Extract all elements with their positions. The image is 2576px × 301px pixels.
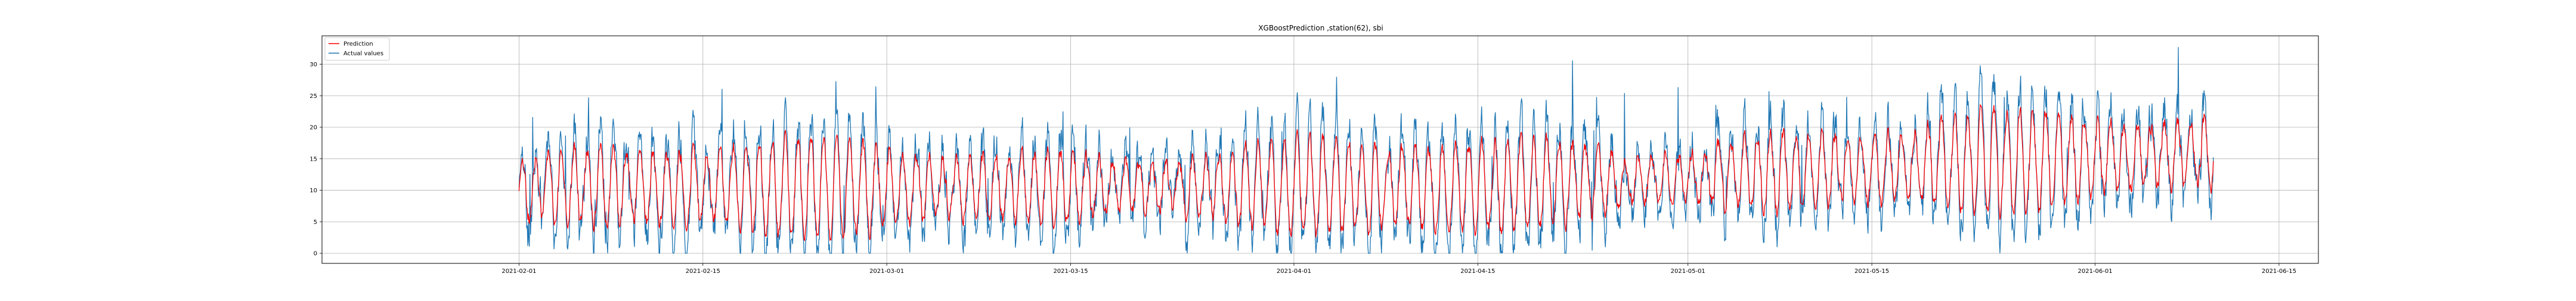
- x-axis: 2021-02-01 2021-02-15 2021-03-01 2021-03-15…: [501, 263, 2296, 275]
- x-tick-label: 2021-06-01: [2077, 268, 2112, 275]
- legend-label-prediction: Prediction: [343, 41, 373, 48]
- y-tick-label: 5: [314, 219, 317, 226]
- chart-title: XGBoostPrediction ,station(62), sbi: [1258, 24, 1383, 32]
- x-tick-label: 2021-05-01: [1671, 268, 1705, 275]
- y-tick-label: 25: [309, 93, 317, 100]
- y-tick-label: 20: [309, 125, 317, 131]
- y-tick-label: 10: [309, 188, 317, 194]
- legend-box: [324, 37, 390, 61]
- x-tick-label: 2021-05-15: [1854, 268, 1889, 275]
- x-tick-label: 2021-04-01: [1277, 268, 1311, 275]
- y-tick-label: 0: [314, 251, 317, 257]
- series-line-prediction: [518, 103, 2214, 241]
- x-tick-label: 2021-03-15: [1053, 268, 1088, 275]
- x-tick-label: 2021-02-01: [501, 268, 536, 275]
- y-axis: 0 5 10 15 20 25 30: [309, 62, 322, 257]
- legend: Prediction Actual values: [324, 37, 390, 61]
- y-tick-label: 30: [309, 62, 317, 68]
- x-tick-label: 2021-04-15: [1460, 268, 1495, 275]
- y-tick-label: 15: [309, 156, 317, 162]
- x-tick-label: 2021-02-15: [686, 268, 720, 275]
- x-tick-label: 2021-06-15: [2262, 268, 2296, 275]
- series-layer: [518, 47, 2214, 254]
- plot-frame: [321, 35, 2319, 264]
- x-tick-label: 2021-03-01: [869, 268, 904, 275]
- legend-label-actual-values: Actual values: [343, 51, 383, 57]
